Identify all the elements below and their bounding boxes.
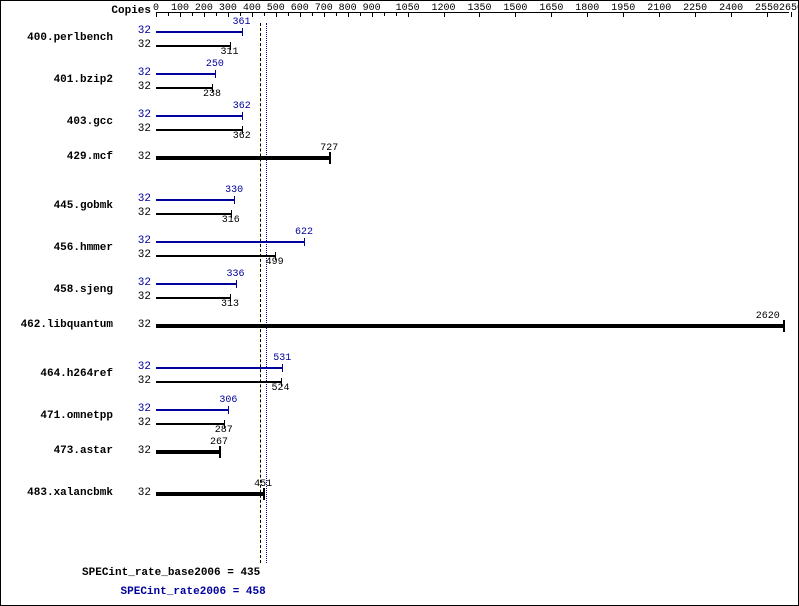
- copies-value: 32: [113, 249, 151, 261]
- copies-value: 32: [113, 207, 151, 219]
- axis-tick-label: 1650: [539, 3, 563, 14]
- axis-tick-label: 2550: [755, 3, 779, 14]
- copies-value: 32: [113, 277, 151, 289]
- axis-tick-label: 1950: [611, 3, 635, 14]
- bar-value-label: 313: [221, 299, 239, 310]
- benchmark-label: 429.mcf: [1, 151, 113, 163]
- bar-value-label: 238: [203, 89, 221, 100]
- benchmark-label: 400.perlbench: [1, 32, 113, 44]
- copies-value: 32: [113, 81, 151, 93]
- benchmark-label: 473.astar: [1, 445, 113, 457]
- axis-tick-label: 2100: [647, 3, 671, 14]
- spec-chart: Copies0100200300400500600700800900105012…: [0, 0, 799, 606]
- bar-value-label: 316: [222, 215, 240, 226]
- bar: [156, 255, 276, 257]
- axis-tick-label: 0: [153, 3, 159, 14]
- bar: [156, 157, 330, 159]
- copies-value: 32: [113, 123, 151, 135]
- bar: [156, 45, 231, 47]
- axis-tick-label: 1500: [503, 3, 527, 14]
- summary-label: SPECint_rate_base2006 = 435: [82, 567, 260, 579]
- copies-header: Copies: [105, 5, 151, 17]
- summary-label: SPECint_rate2006 = 458: [121, 586, 266, 598]
- bar-value-label: 524: [272, 383, 290, 394]
- axis-tick-label: 400: [243, 3, 261, 14]
- benchmark-label: 458.sjeng: [1, 284, 113, 296]
- benchmark-label: 462.libquantum: [1, 319, 113, 331]
- bar: [156, 213, 232, 215]
- axis-tick-label: 2650: [779, 3, 799, 14]
- bar: [156, 283, 237, 285]
- benchmark-label: 401.bzip2: [1, 74, 113, 86]
- benchmark-label: 403.gcc: [1, 116, 113, 128]
- copies-value: 32: [113, 67, 151, 79]
- axis-tick-label: 1350: [467, 3, 491, 14]
- copies-value: 32: [113, 291, 151, 303]
- bar-value-label: 311: [221, 47, 239, 58]
- axis-tick-label: 2250: [683, 3, 707, 14]
- axis-tick-label: 200: [195, 3, 213, 14]
- bar: [156, 367, 283, 369]
- bar-value-label: 2620: [756, 311, 780, 601]
- copies-value: 32: [113, 361, 151, 373]
- axis-tick-label: 1050: [396, 3, 420, 14]
- bar: [156, 241, 305, 243]
- copies-value: 32: [113, 319, 151, 331]
- x-axis: 0100200300400500600700800900105012001350…: [156, 9, 789, 21]
- benchmark-label: 464.h264ref: [1, 368, 113, 380]
- bar-value-label: 727: [320, 143, 338, 601]
- bar: [156, 129, 243, 131]
- axis-tick-label: 100: [171, 3, 189, 14]
- copies-value: 32: [113, 39, 151, 51]
- copies-value: 32: [113, 487, 151, 499]
- bar-value-label: 499: [266, 257, 284, 268]
- bar: [156, 381, 282, 383]
- axis-tick-label: 700: [315, 3, 333, 14]
- bar-value-label: 362: [233, 131, 251, 142]
- axis-tick-label: 800: [339, 3, 357, 14]
- axis-tick-label: 2400: [719, 3, 743, 14]
- bar-value-label: 451: [254, 479, 272, 601]
- benchmark-label: 483.xalancbmk: [1, 487, 113, 499]
- axis-tick-label: 1200: [432, 3, 456, 14]
- bar-value-label: 287: [215, 425, 233, 436]
- bar: [156, 115, 243, 117]
- benchmark-label: 445.gobmk: [1, 200, 113, 212]
- bar: [156, 297, 231, 299]
- bar: [156, 31, 243, 33]
- copies-value: 32: [113, 193, 151, 205]
- axis-tick-label: 900: [363, 3, 381, 14]
- bar: [156, 199, 235, 201]
- benchmark-label: 456.hmmer: [1, 242, 113, 254]
- copies-value: 32: [113, 403, 151, 415]
- bar: [156, 409, 229, 411]
- axis-tick-label: 500: [267, 3, 285, 14]
- benchmark-label: 471.omnetpp: [1, 410, 113, 422]
- copies-value: 32: [113, 445, 151, 457]
- copies-value: 32: [113, 417, 151, 429]
- copies-value: 32: [113, 375, 151, 387]
- bar: [156, 325, 784, 327]
- axis-tick-label: 1800: [575, 3, 599, 14]
- copies-value: 32: [113, 151, 151, 163]
- bar: [156, 493, 264, 495]
- copies-value: 32: [113, 109, 151, 121]
- axis-tick-label: 300: [219, 3, 237, 14]
- copies-value: 32: [113, 25, 151, 37]
- copies-value: 32: [113, 235, 151, 247]
- bar-value-label: 622: [295, 227, 313, 601]
- axis-tick-label: 600: [291, 3, 309, 14]
